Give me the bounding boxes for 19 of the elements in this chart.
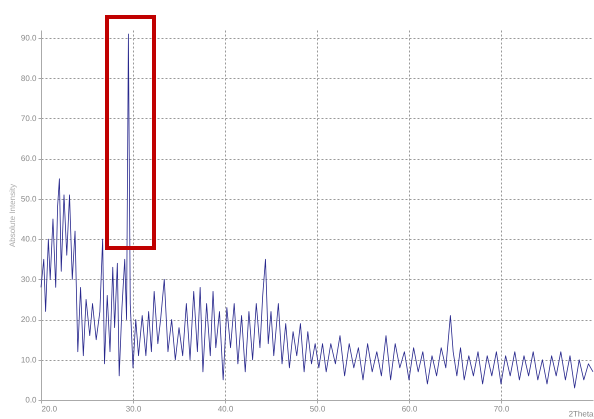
x-tick-label: 70.0	[494, 404, 510, 414]
y-tick-label: 20.0	[20, 315, 38, 324]
y-tick-label: 50.0	[20, 194, 38, 204]
y-tick-label: 80.0	[20, 74, 38, 83]
x-tick-label: 50.0	[310, 404, 326, 414]
x-tick-label: 30.0	[126, 404, 142, 414]
x-tick-label: 40.0	[218, 404, 234, 414]
y-tick-label: 10.0	[20, 355, 38, 364]
y-tick-label: 0.0	[25, 396, 38, 404]
line-series	[40, 34, 594, 388]
x-tick-label: 60.0	[402, 404, 418, 414]
y-tick-label: 70.0	[20, 114, 38, 123]
y-axis-title: Absolute Intensity	[8, 184, 17, 248]
y-tick-label: 60.0	[20, 154, 38, 164]
y-tick-label: 90.0	[20, 34, 38, 43]
y-tick-label: 40.0	[20, 234, 38, 244]
x-axis-title: 2Theta	[568, 410, 594, 418]
x-tick-label: 20.0	[42, 404, 58, 414]
y-tick-label: 30.0	[20, 274, 38, 284]
